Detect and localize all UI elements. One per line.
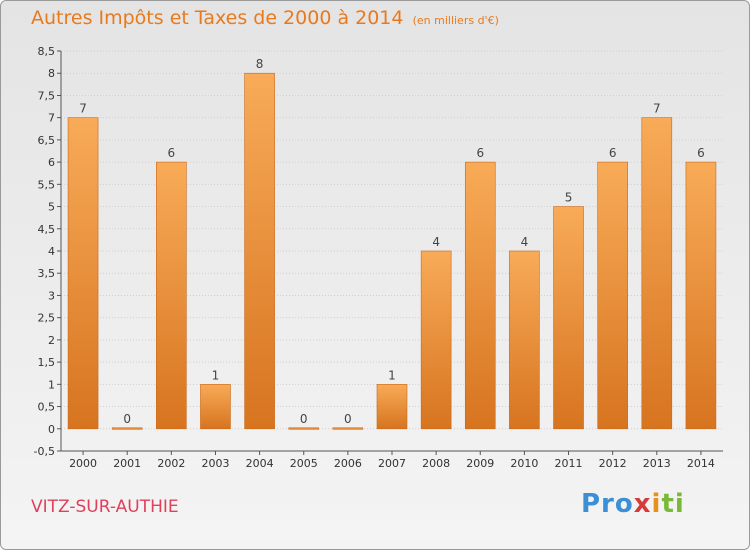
y-tick-label: 1: [48, 378, 55, 391]
y-tick-label: 3: [48, 289, 55, 302]
bar: [288, 427, 320, 430]
y-tick-label: 5: [48, 201, 55, 214]
y-tick-label: 7: [48, 112, 55, 125]
x-tick-label: 2003: [201, 457, 229, 470]
x-tick-label: 2008: [422, 457, 450, 470]
x-tick-label: 2000: [69, 457, 97, 470]
axes: -0,5 0 0,5 1 1,5 2 2,5 3 3,5 4 4,5 5 5,5 6 6,5 7 7,5 8 8,5…: [34, 45, 723, 470]
y-tick-label: 6: [48, 156, 55, 169]
bar: [597, 161, 628, 430]
data-label: 8: [256, 57, 264, 71]
chart-unit: (en milliers d'€): [412, 14, 499, 27]
x-tick-label: 2010: [510, 457, 538, 470]
data-label: 7: [79, 102, 87, 116]
data-label: 5: [565, 191, 573, 205]
y-tick-label: 1,5: [38, 356, 56, 369]
x-tick-label: 2014: [687, 457, 715, 470]
chart-title: Autres Impôts et Taxes de 2000 à 2014: [31, 7, 404, 29]
bar: [553, 206, 584, 430]
y-tick-label: 3,5: [38, 267, 56, 280]
data-label: 6: [476, 146, 484, 160]
data-label: 1: [388, 368, 396, 382]
bar: [509, 250, 540, 430]
y-tick-label: 0,5: [38, 401, 56, 414]
bar: [641, 117, 673, 430]
logo-part: ti: [661, 489, 685, 519]
bar: [156, 161, 187, 430]
bar: [464, 161, 496, 430]
y-tick-label: -0,5: [34, 445, 55, 458]
data-label: 4: [432, 235, 440, 249]
y-tick-label: 8,5: [38, 45, 56, 58]
data-label: 0: [300, 412, 308, 426]
data-labels: 7 0 6 1 8 0 0 1 4 6 4 5 6 7 6: [79, 57, 705, 426]
x-tick-label: 2005: [290, 457, 318, 470]
bar: [420, 250, 452, 430]
y-tick-label: 4,5: [38, 223, 56, 236]
x-tick-label: 2009: [466, 457, 494, 470]
bar: [685, 161, 717, 430]
bar: [67, 117, 99, 430]
logo-part: Pro: [581, 489, 634, 519]
bar: [200, 384, 231, 430]
chart-title-block: Autres Impôts et Taxes de 2000 à 2014 (e…: [31, 7, 499, 29]
y-tick-label: 8: [48, 67, 55, 80]
data-label: 6: [168, 146, 176, 160]
x-tick-label: 2006: [334, 457, 362, 470]
bar: [111, 427, 143, 430]
y-tick-label: 0: [48, 423, 55, 436]
x-tick-label: 2013: [643, 457, 671, 470]
data-label: 4: [521, 235, 529, 249]
data-label: 7: [653, 102, 661, 116]
bar: [376, 384, 408, 430]
logo-part: i: [651, 489, 662, 519]
y-tick-label: 5,5: [38, 178, 56, 191]
x-tick-label: 2011: [555, 457, 583, 470]
bar: [244, 72, 275, 430]
data-label: 1: [212, 368, 220, 382]
data-label: 6: [697, 146, 705, 160]
data-label: 0: [123, 412, 131, 426]
x-tick-label: 2007: [378, 457, 406, 470]
x-tick-label: 2004: [246, 457, 274, 470]
logo-part: x: [633, 489, 652, 519]
y-tick-label: 2: [48, 334, 55, 347]
y-tick-label: 4: [48, 245, 55, 258]
x-tick-label: 2012: [599, 457, 627, 470]
x-tick-label: 2002: [157, 457, 185, 470]
data-label: 0: [344, 412, 352, 426]
data-label: 6: [609, 146, 617, 160]
y-tick-label: 2,5: [38, 312, 56, 325]
y-tick-label: 6,5: [38, 134, 56, 147]
proxiti-logo[interactable]: Proxiti: [581, 489, 685, 519]
y-tick-label: 7,5: [38, 89, 56, 102]
bar: [332, 427, 364, 430]
x-tick-label: 2001: [113, 457, 141, 470]
bars: [67, 72, 717, 430]
town-name: VITZ-SUR-AUTHIE: [31, 497, 179, 517]
